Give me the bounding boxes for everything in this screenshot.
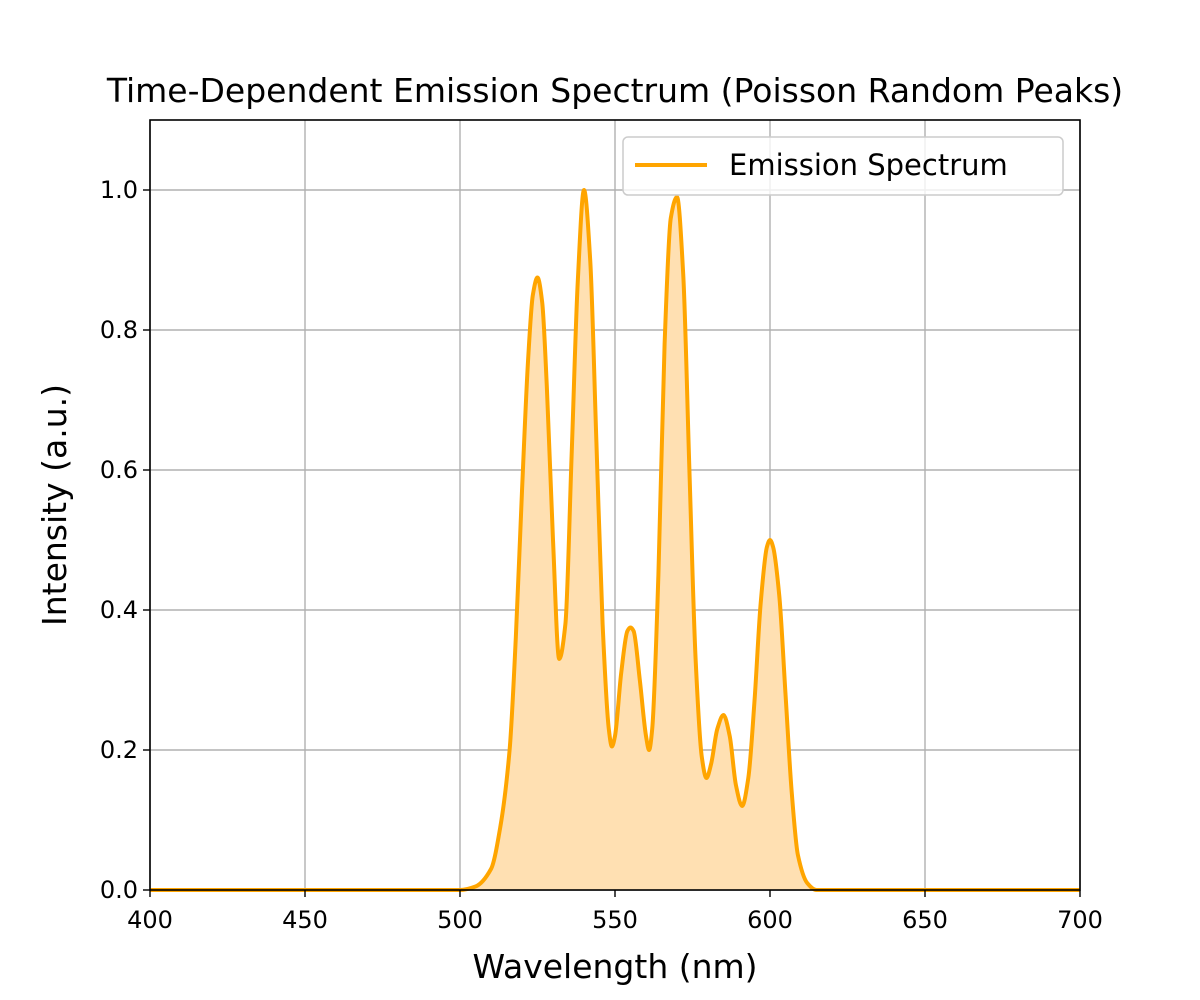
y-tick-label: 0.8 [100, 316, 138, 344]
x-tick-label: 600 [747, 906, 793, 934]
tick-layer: 400 450 500 550 600 650 700 0.0 0.2 0.4 0.6 0.8 1.0 [100, 176, 1103, 934]
legend-label-emission-spectrum: Emission Spectrum [729, 148, 1008, 182]
x-tick-label: 550 [592, 906, 638, 934]
x-tick-label: 650 [902, 906, 948, 934]
legend-box [622, 136, 1064, 196]
x-tick-label: 500 [437, 906, 483, 934]
legend: Emission Spectrum [622, 136, 1064, 196]
chart-title: Time-Dependent Emission Spectrum (Poisso… [106, 71, 1123, 110]
y-tick-label: 0.6 [100, 456, 138, 484]
x-tick-label: 400 [127, 906, 173, 934]
y-tick-label: 1.0 [100, 176, 138, 204]
y-tick-label: 0.4 [100, 596, 138, 624]
x-tick-label: 450 [282, 906, 328, 934]
series-line [150, 188, 1080, 893]
x-tick-label: 700 [1057, 906, 1103, 934]
y-tick-label: 0.0 [100, 876, 138, 904]
y-axis-label: Intensity (a.u.) [35, 384, 74, 626]
series-area-fill [150, 190, 1080, 890]
y-tick-label: 0.2 [100, 736, 138, 764]
x-axis-label: Wavelength (nm) [472, 947, 757, 986]
data-layer [150, 188, 1080, 893]
